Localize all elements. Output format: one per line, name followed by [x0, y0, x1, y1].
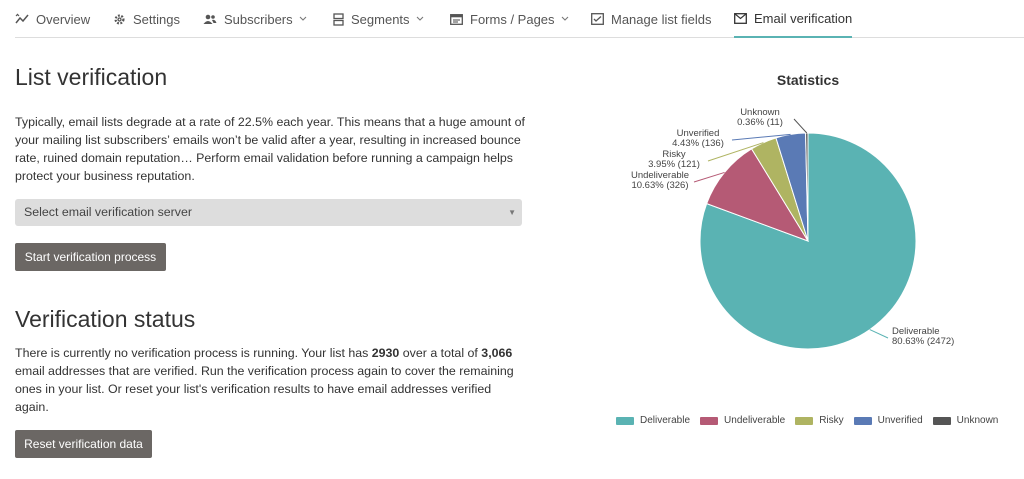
slice-label-value: 4.43% (136)	[672, 138, 724, 149]
legend-swatch	[700, 416, 719, 425]
legend-item-unknown[interactable]: Unknown	[932, 415, 999, 426]
forms-icon	[450, 13, 463, 25]
legend-swatch	[795, 416, 814, 425]
caret-down-icon: ▼	[508, 208, 516, 217]
users-icon	[203, 14, 217, 24]
verification-status-title: Verification status	[15, 306, 196, 332]
tab-settings[interactable]: Settings	[113, 0, 180, 38]
list-fields-icon	[591, 13, 604, 25]
status-text-part: email addresses that are verified. Run t…	[15, 364, 514, 414]
slice-label-name: Deliverable	[892, 326, 940, 337]
list-verification-title: List verification	[15, 64, 168, 90]
tab-segments[interactable]: Segments	[333, 0, 424, 38]
verified-count: 2930	[371, 346, 400, 360]
legend-item-undeliverable[interactable]: Undeliverable	[700, 415, 785, 426]
overview-icon	[15, 13, 29, 24]
total-count: 3,066	[481, 346, 513, 360]
tab-label: Overview	[36, 11, 91, 27]
tab-label: Forms / Pages	[470, 11, 555, 27]
tab-manage-list-fields[interactable]: Manage list fields	[591, 0, 711, 38]
chevron-down-icon	[299, 16, 307, 21]
legend-label: Unknown	[956, 415, 999, 426]
slice-label-value: 80.63% (2472)	[892, 336, 954, 347]
label-line-risky	[707, 142, 764, 162]
label-line-unverified	[731, 133, 791, 141]
envelope-check-icon	[734, 12, 747, 24]
tab-subscribers[interactable]: Subscribers	[203, 0, 307, 38]
status-text-part: There is currently no verification proce…	[15, 346, 372, 360]
slice-label-name: Unverified	[677, 128, 720, 139]
tab-label: Segments	[351, 11, 410, 27]
chevron-down-icon	[416, 16, 423, 21]
slice-label-value: 10.63% (326)	[631, 180, 688, 191]
slice-label-name: Undeliverable	[631, 170, 689, 181]
slice-label-value: 3.95% (121)	[648, 159, 700, 170]
slice-label-name: Risky	[662, 149, 685, 160]
tab-label: Email verification	[754, 10, 853, 26]
chevron-down-icon	[561, 16, 568, 21]
slice-label-name: Unknown	[740, 107, 780, 118]
tab-label: Settings	[133, 11, 180, 27]
tab-forms-pages[interactable]: Forms / Pages	[450, 0, 569, 38]
tab-label: Subscribers	[224, 11, 293, 27]
verification-server-select[interactable]: Select email verification server ▼	[15, 199, 522, 226]
legend-item-unverified[interactable]: Unverified	[853, 415, 923, 426]
pie-slice-undeliverable	[706, 148, 810, 242]
legend-label: Deliverable	[640, 415, 691, 426]
list-verification-description: Typically, email lists degrade at a rate…	[15, 115, 525, 183]
reset-verification-button[interactable]: Reset verification data	[15, 430, 152, 458]
slice-label-value: 0.36% (11)	[737, 117, 783, 128]
start-verification-button[interactable]: Start verification process	[15, 243, 166, 271]
legend-label: Undeliverable	[724, 415, 786, 426]
statistics-title: Statistics	[776, 72, 840, 88]
list-tabs: Overview Settings Subscribers Segments F…	[15, 0, 1024, 38]
legend-swatch	[932, 416, 951, 425]
label-line-unknown	[793, 118, 808, 134]
gear-icon	[114, 13, 125, 25]
chart-legend: Deliverable Undeliverable Risky Unverified U…	[616, 415, 1008, 426]
tab-overview[interactable]: Overview	[15, 0, 90, 38]
legend-item-risky[interactable]: Risky	[795, 415, 844, 426]
legend-label: Unverified	[877, 415, 923, 426]
verification-server-select-value: Select email verification server	[24, 205, 193, 219]
legend-swatch	[616, 416, 634, 425]
verification-status-text: There is currently no verification proce…	[15, 344, 525, 416]
tab-label: Manage list fields	[611, 11, 712, 27]
legend-item-deliverable[interactable]: Deliverable	[616, 415, 690, 426]
segments-icon	[333, 12, 344, 26]
status-text-part: over a total of	[399, 346, 482, 360]
legend-label: Risky	[819, 415, 844, 426]
label-line-undeliverable	[693, 171, 725, 183]
label-line-deliverable	[869, 329, 889, 339]
pie-slice-unknown	[805, 132, 809, 242]
legend-swatch	[853, 416, 872, 425]
tab-email-verification[interactable]: Email verification	[734, 0, 853, 38]
